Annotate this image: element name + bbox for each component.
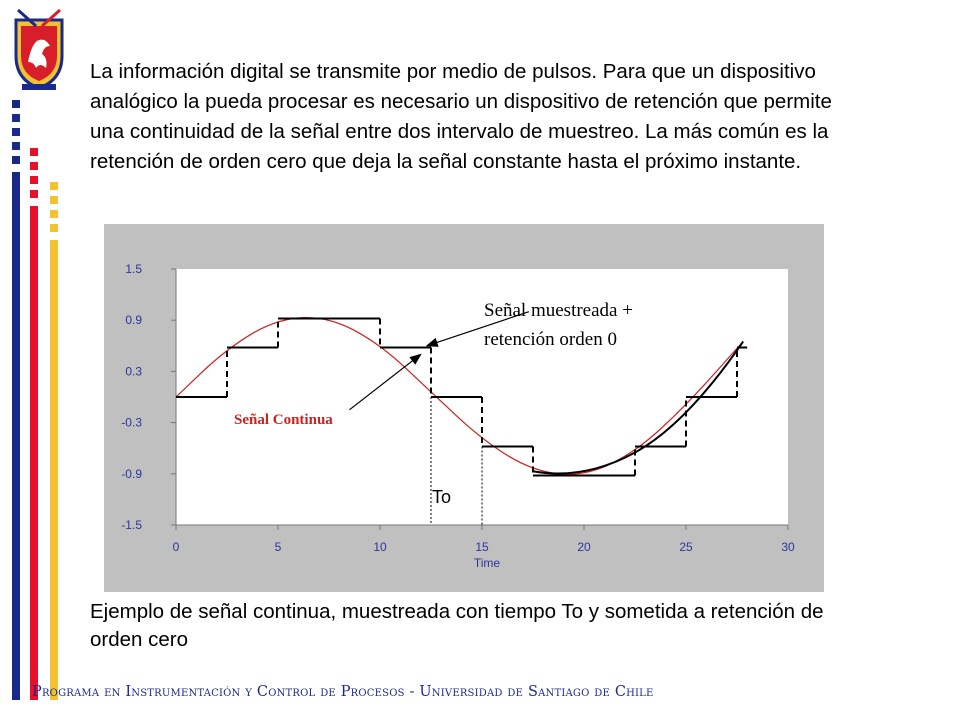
y-tick-label: 1.5 (125, 262, 142, 276)
annotation-held-line1: Señal muestreada + (484, 300, 633, 321)
annotation-held-line2: retención orden 0 (484, 329, 617, 350)
decorative-side-bars (12, 100, 58, 700)
footer-institution: Programa en Instrumentación y Control de… (32, 684, 654, 700)
y-tick-labels: -1.5 -0.9 -0.3 0.3 0.9 1.5 (121, 262, 176, 532)
x-tick-label: 30 (781, 540, 795, 554)
x-tick-label: 5 (275, 540, 282, 554)
arrow-held-signal (425, 311, 530, 347)
x-tick-labels: 0 5 10 15 20 25 30 (173, 525, 795, 554)
intro-paragraph: La información digital se transmite por … (90, 60, 832, 173)
annotation-continuous: Señal Continua (234, 412, 333, 428)
x-axis-label: Time (474, 556, 501, 570)
annotations (349, 311, 530, 525)
yellow-bar (50, 182, 58, 700)
annotation-to: To (432, 487, 451, 507)
x-tick-label: 20 (577, 540, 591, 554)
x-tick-label: 15 (475, 540, 489, 554)
x-tick-label: 0 (173, 540, 180, 554)
chart-caption: Ejemplo de señal continua, muestreada co… (90, 600, 824, 651)
arrow-continuous-signal (349, 353, 422, 411)
x-tick-label: 10 (373, 540, 387, 554)
red-bar (30, 148, 38, 700)
y-tick-label: -1.5 (121, 518, 142, 532)
blue-bar (12, 100, 20, 700)
x-tick-label: 25 (679, 540, 693, 554)
zero-order-hold-chart: 0 5 10 15 20 25 30 -1.5-0.9-0.30.30.91.5 Time … (104, 224, 824, 592)
held-overlay-curve (532, 340, 744, 475)
y-tick-label: 0.3 (125, 364, 142, 378)
y-tick-label: -0.9 (121, 467, 142, 481)
y-tick-label: 0.9 (125, 313, 142, 327)
held-signal-steps (176, 317, 748, 477)
university-crest-logo (14, 8, 64, 90)
continuous-signal-line (175, 317, 744, 475)
y-tick-label: -0.3 (121, 416, 142, 430)
